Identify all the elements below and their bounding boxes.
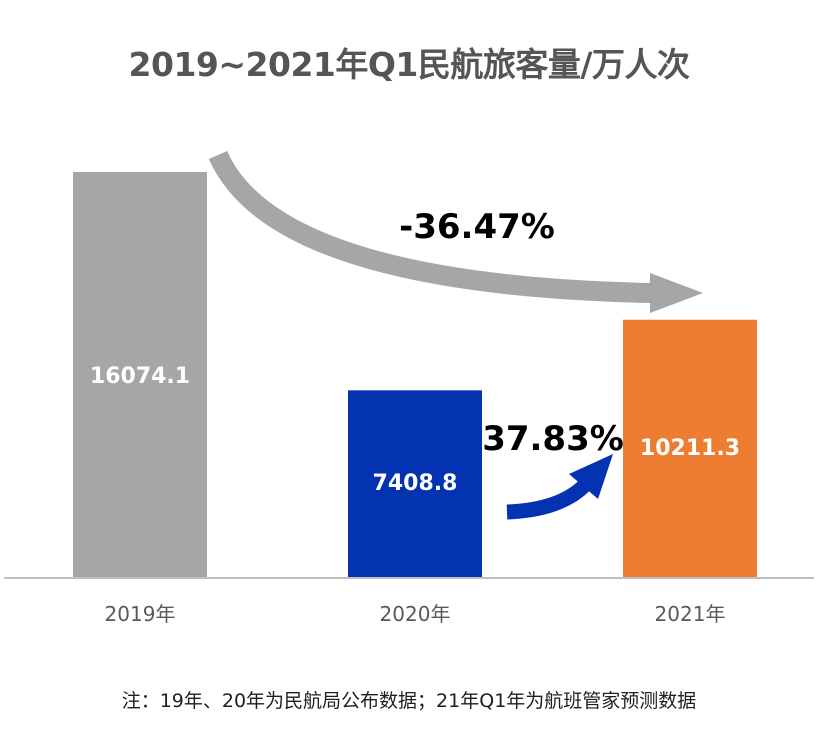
footnote: 注：19年、20年为民航局公布数据；21年Q1年为航班管家预测数据 [121,690,697,712]
tick-label-2019: 2019年 [105,602,176,626]
tick-label-2021: 2021年 [655,602,726,626]
bar-2020 [348,390,482,577]
tick-label-2020: 2020年 [380,602,451,626]
growth-percent-label: 37.83% [482,419,624,459]
value-label-2019: 16074.1 [90,364,190,389]
decline-percent-label: -36.47% [399,207,555,247]
decline-arrow-head [650,273,703,313]
bar-2021 [623,319,757,577]
growth-arrow-shaft [506,479,591,520]
value-label-2020: 7408.8 [373,471,458,496]
chart-title: 2019~2021年Q1民航旅客量/万人次 [128,45,690,84]
decline-arrow-shaft [208,150,653,303]
growth-arrow-head [569,454,613,499]
bar-2019 [73,172,207,577]
value-label-2021: 10211.3 [640,436,740,461]
